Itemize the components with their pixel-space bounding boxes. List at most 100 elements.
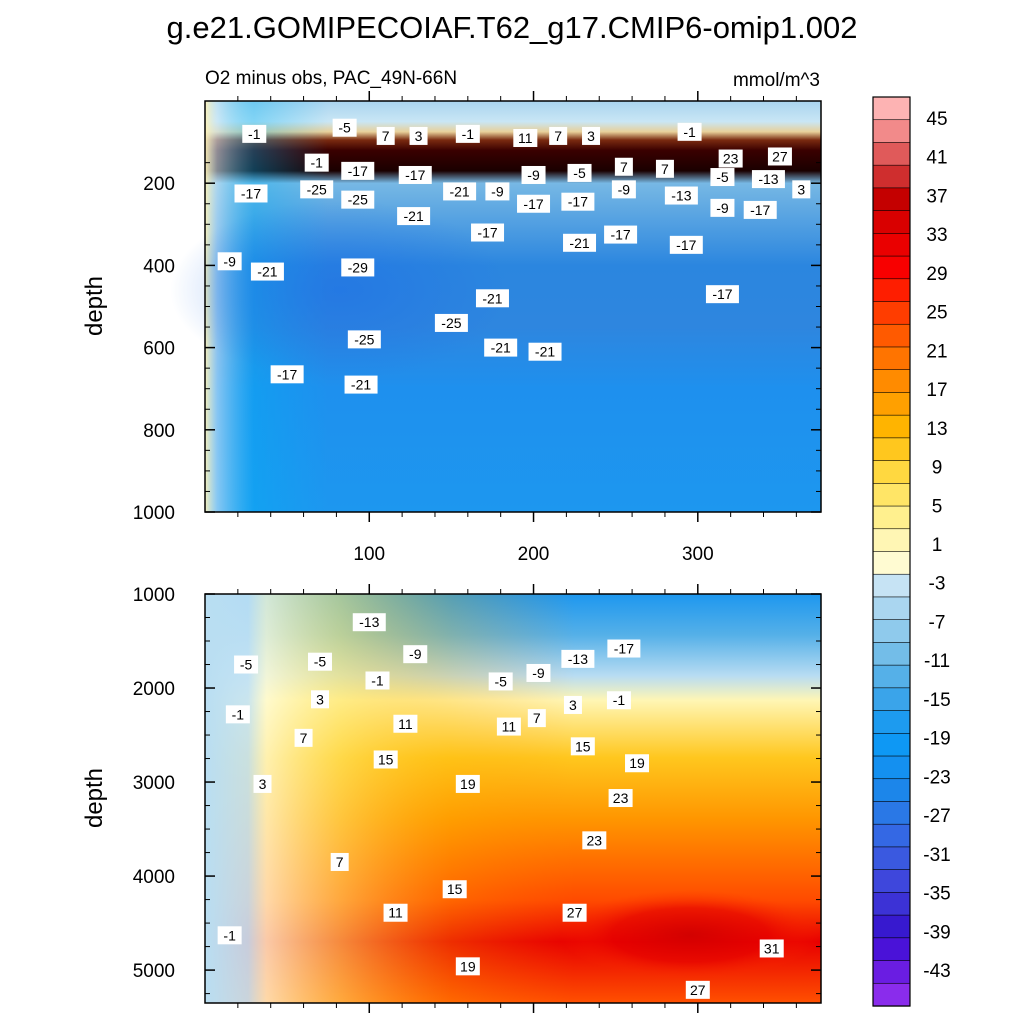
- contour-label-box: [549, 126, 568, 145]
- contour-label: -1: [225, 705, 250, 724]
- contour-label: 31: [759, 939, 784, 958]
- contour-label-text: -13: [671, 188, 691, 204]
- colorbar-swatch: [872, 551, 911, 575]
- contour-label-box: [365, 671, 390, 690]
- colorbar-swatch: [872, 233, 911, 257]
- upper-panel-ticks: 200 400 600 800 1000 100 200 300: [133, 91, 821, 565]
- colorbar-swatch: [872, 323, 911, 348]
- contour-label: -13: [664, 186, 698, 205]
- contour-label-box: [517, 194, 551, 213]
- contour-label-box: [270, 365, 304, 384]
- colorbar: 45 41 37 33 29 25 21 17 13 9 5 1 -3 -7 -11 -15 -19 -23 -27…: [872, 96, 951, 1007]
- contour-label-text: -21: [491, 340, 511, 356]
- colorbar-swatch: [872, 164, 911, 189]
- colorbar-swatch: [872, 619, 911, 643]
- contour-label-box: [484, 338, 518, 357]
- contour-label-box: [434, 313, 468, 332]
- contour-label-text: -13: [568, 651, 588, 667]
- contour-label: 11: [393, 714, 418, 733]
- contour-label: -21: [250, 262, 284, 281]
- contour-label: 7: [614, 157, 633, 176]
- contour-label-text: 3: [316, 691, 324, 707]
- contour-label: -9: [217, 252, 242, 271]
- contour-label-box: [607, 639, 641, 658]
- contour-label-box: [582, 126, 601, 145]
- contour-label-box: [344, 375, 378, 394]
- contour-label-box: [455, 957, 480, 976]
- contour-label: -25: [347, 330, 381, 349]
- contour-label-text: 11: [518, 130, 533, 146]
- contour-label: -5: [567, 163, 592, 182]
- colorbar-swatch: [872, 437, 911, 462]
- contour-label-box: [376, 126, 395, 145]
- colorbar-swatch: [872, 710, 911, 734]
- contour-label-text: -9: [409, 646, 422, 662]
- colorbar-label: -27: [923, 806, 950, 827]
- contour-label-text: 7: [533, 710, 541, 726]
- contour-label: -21: [528, 342, 562, 361]
- contour-label-box: [792, 180, 811, 199]
- lower-panel-plot-frame: [204, 593, 822, 1004]
- contour-label-box: [705, 285, 739, 304]
- contour-label: -1: [217, 926, 242, 945]
- contour-label-text: -9: [527, 167, 540, 183]
- contour-label-text: -5: [573, 165, 586, 181]
- figure-title: g.e21.GOMIPECOIAF.T62_g17.CMIP6-omip1.00…: [167, 10, 858, 45]
- colorbar-swatch: [872, 687, 911, 712]
- contour-label-text: -13: [758, 171, 778, 187]
- contour-label-box: [561, 192, 595, 211]
- contour-label: -21: [397, 207, 431, 226]
- contour-label: -17: [398, 165, 432, 184]
- colorbar-swatch: [872, 664, 911, 689]
- contour-label-box: [455, 774, 480, 793]
- contour-label: -17: [471, 223, 505, 242]
- contour-label-box: [562, 903, 587, 922]
- contour-label-text: -17: [277, 366, 297, 382]
- contour-label-box: [250, 262, 284, 281]
- contour-label-box: [234, 655, 259, 674]
- contour-label-text: 31: [764, 940, 780, 956]
- contour-label-box: [310, 690, 329, 709]
- contour-label-text: -5: [494, 673, 507, 689]
- upper-ytick-label: 600: [143, 339, 175, 360]
- contour-label: 3: [310, 690, 329, 709]
- units-label: mmol/m^3: [733, 70, 820, 91]
- colorbar-label: -3: [929, 574, 946, 595]
- contour-label: -25: [300, 180, 334, 199]
- contour-label-text: -9: [223, 253, 236, 269]
- contour-label: 27: [685, 980, 710, 999]
- contour-label-box: [352, 613, 386, 632]
- upper-panel-deep-core: [170, 200, 510, 380]
- contour-label: -5: [488, 672, 513, 691]
- contour-label: -25: [341, 190, 375, 209]
- contour-label-text: 3: [259, 776, 267, 792]
- contour-label: -9: [526, 663, 551, 682]
- colorbar-frame: [872, 96, 911, 1007]
- contour-label: 27: [562, 903, 587, 922]
- colorbar-label: 29: [926, 264, 947, 285]
- contour-label-text: 19: [629, 755, 645, 771]
- contour-label-text: 27: [567, 905, 583, 921]
- contour-label-text: -17: [405, 167, 425, 183]
- contour-label-text: -25: [354, 331, 374, 347]
- contour-label-text: -25: [307, 181, 327, 197]
- contour-label-box: [300, 180, 334, 199]
- contour-label: 3: [563, 695, 582, 714]
- contour-label-text: -17: [241, 185, 261, 201]
- contour-label-box: [563, 233, 597, 252]
- contour-label-box: [217, 926, 242, 945]
- contour-label-text: -21: [535, 344, 555, 360]
- contour-label: 7: [294, 728, 313, 747]
- contour-label-box: [759, 939, 784, 958]
- lower-ytick-label: 5000: [133, 961, 175, 982]
- contour-label-text: 19: [460, 958, 476, 974]
- contour-label-box: [485, 182, 510, 201]
- contour-label-box: [373, 750, 398, 769]
- contour-label: -9: [521, 165, 546, 184]
- contour-label-text: -21: [482, 290, 502, 306]
- contour-label: 15: [570, 737, 595, 756]
- contour-label: 19: [455, 774, 480, 793]
- contour-label-box: [242, 124, 267, 143]
